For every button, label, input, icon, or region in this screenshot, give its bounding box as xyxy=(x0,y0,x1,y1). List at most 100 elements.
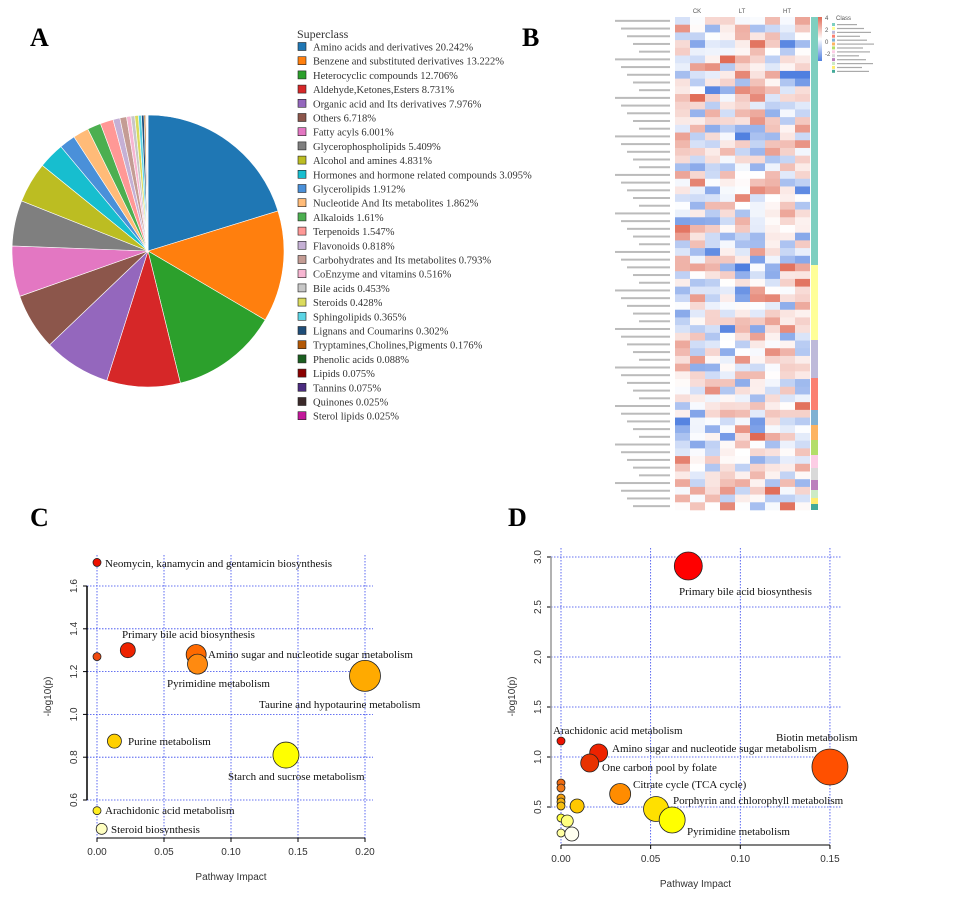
heatmap-cell xyxy=(780,140,795,149)
heatmap-cell xyxy=(690,40,705,49)
row-label-placeholder xyxy=(639,50,670,53)
heatmap-cell xyxy=(735,355,750,364)
heatmap-cell xyxy=(720,171,735,180)
heatmap-cell xyxy=(690,224,705,233)
legend-swatch xyxy=(297,297,307,307)
row-label-placeholder xyxy=(621,297,670,300)
heatmap-cell xyxy=(750,101,765,110)
heatmap-cell xyxy=(765,417,780,426)
heatmap-cell xyxy=(720,409,735,418)
heatmap-cell xyxy=(795,163,810,172)
heatmap-cell xyxy=(690,271,705,280)
heatmap-cell xyxy=(705,147,720,156)
bubble-point[interactable] xyxy=(92,806,102,816)
bubble-point[interactable] xyxy=(556,828,566,838)
heatmap-cell xyxy=(765,217,780,226)
heatmap-cell xyxy=(675,386,690,395)
class-legend-swatch xyxy=(832,69,835,73)
class-legend-text-placeholder xyxy=(837,39,867,41)
heatmap-cell xyxy=(750,363,765,372)
heatmap-cell xyxy=(765,494,780,503)
heatmap-cell xyxy=(720,240,735,249)
heatmap-cell xyxy=(675,117,690,126)
bubble-point[interactable] xyxy=(580,753,600,773)
heatmap-cell xyxy=(735,55,750,64)
bubble-point[interactable] xyxy=(673,551,703,581)
bubble-point[interactable] xyxy=(349,659,381,692)
bubble-point[interactable] xyxy=(609,783,632,805)
bubble-point[interactable] xyxy=(119,642,136,659)
heatmap-cell xyxy=(780,124,795,133)
bubble-point[interactable] xyxy=(92,652,102,662)
heatmap-cell xyxy=(780,394,795,403)
heatmap-cell xyxy=(750,425,765,434)
bubble-point[interactable] xyxy=(187,653,208,675)
heatmap-cell xyxy=(675,255,690,264)
heatmap-cell xyxy=(765,132,780,141)
heatmap-cell xyxy=(750,494,765,503)
bubble-point[interactable] xyxy=(569,798,585,814)
bubble-point[interactable] xyxy=(556,783,566,793)
class-annotation-bar xyxy=(811,455,818,468)
heatmap-cell xyxy=(750,294,765,303)
heatmap-cell xyxy=(765,471,780,480)
bubble-point[interactable] xyxy=(556,736,566,746)
heatmap-cell xyxy=(705,278,720,287)
bubble-point[interactable] xyxy=(107,733,122,749)
heatmap-cell xyxy=(705,302,720,311)
class-legend-swatch xyxy=(832,30,835,34)
heatmap-cell xyxy=(735,456,750,465)
heatmap-cell xyxy=(675,325,690,334)
heatmap-cell xyxy=(675,486,690,495)
bubble-point[interactable] xyxy=(560,814,574,828)
heatmap-cell xyxy=(690,463,705,472)
color-scale-tick: 2 xyxy=(825,28,829,34)
heatmap-cell xyxy=(780,155,795,164)
heatmap-cell xyxy=(675,17,690,26)
heatmap-cell xyxy=(795,55,810,64)
heatmap-cell xyxy=(705,394,720,403)
legend-item: Aldehyde,Ketones,Esters 8.731% xyxy=(313,85,454,96)
heatmap-cell xyxy=(705,124,720,133)
bubble-point[interactable] xyxy=(92,558,102,567)
heatmap-cell xyxy=(750,309,765,318)
heatmap-cell xyxy=(675,302,690,311)
heatmap-cell xyxy=(675,94,690,103)
heatmap-cell xyxy=(780,201,795,210)
heatmap-cell xyxy=(795,417,810,426)
row-label-placeholder xyxy=(621,489,670,492)
heatmap-cell xyxy=(795,479,810,488)
heatmap-cell xyxy=(795,332,810,341)
bubble-point[interactable] xyxy=(95,822,108,835)
row-label-placeholder xyxy=(627,497,670,500)
row-label-placeholder xyxy=(639,320,670,323)
column-group-label: HT xyxy=(783,9,791,15)
row-label-placeholder xyxy=(633,428,670,431)
heatmap-cell xyxy=(750,78,765,87)
heatmap-cell xyxy=(720,124,735,133)
bubble-point[interactable] xyxy=(564,826,580,842)
bubble-point[interactable] xyxy=(811,748,849,786)
heatmap-cell xyxy=(780,417,795,426)
heatmap-cell xyxy=(795,155,810,164)
x-tick-label: 0.15 xyxy=(288,847,308,858)
heatmap-cell xyxy=(795,78,810,87)
heatmap-cell xyxy=(765,240,780,249)
row-label-placeholder xyxy=(615,482,670,485)
heatmap-cell xyxy=(720,255,735,264)
heatmap-cell xyxy=(690,402,705,411)
heatmap-cell xyxy=(780,109,795,118)
heatmap-cell xyxy=(675,409,690,418)
heatmap-cell xyxy=(720,317,735,326)
bubble-point[interactable] xyxy=(556,801,566,811)
heatmap-cell xyxy=(795,286,810,295)
heatmap-cell xyxy=(690,494,705,503)
heatmap-cell xyxy=(705,463,720,472)
heatmap-cell xyxy=(705,32,720,41)
bubble-point[interactable] xyxy=(272,741,300,769)
heatmap-cell xyxy=(705,70,720,79)
bubble-point[interactable] xyxy=(658,806,686,834)
heatmap-cell xyxy=(690,232,705,241)
heatmap-cell xyxy=(750,47,765,56)
panel-label-b: B xyxy=(522,23,539,52)
